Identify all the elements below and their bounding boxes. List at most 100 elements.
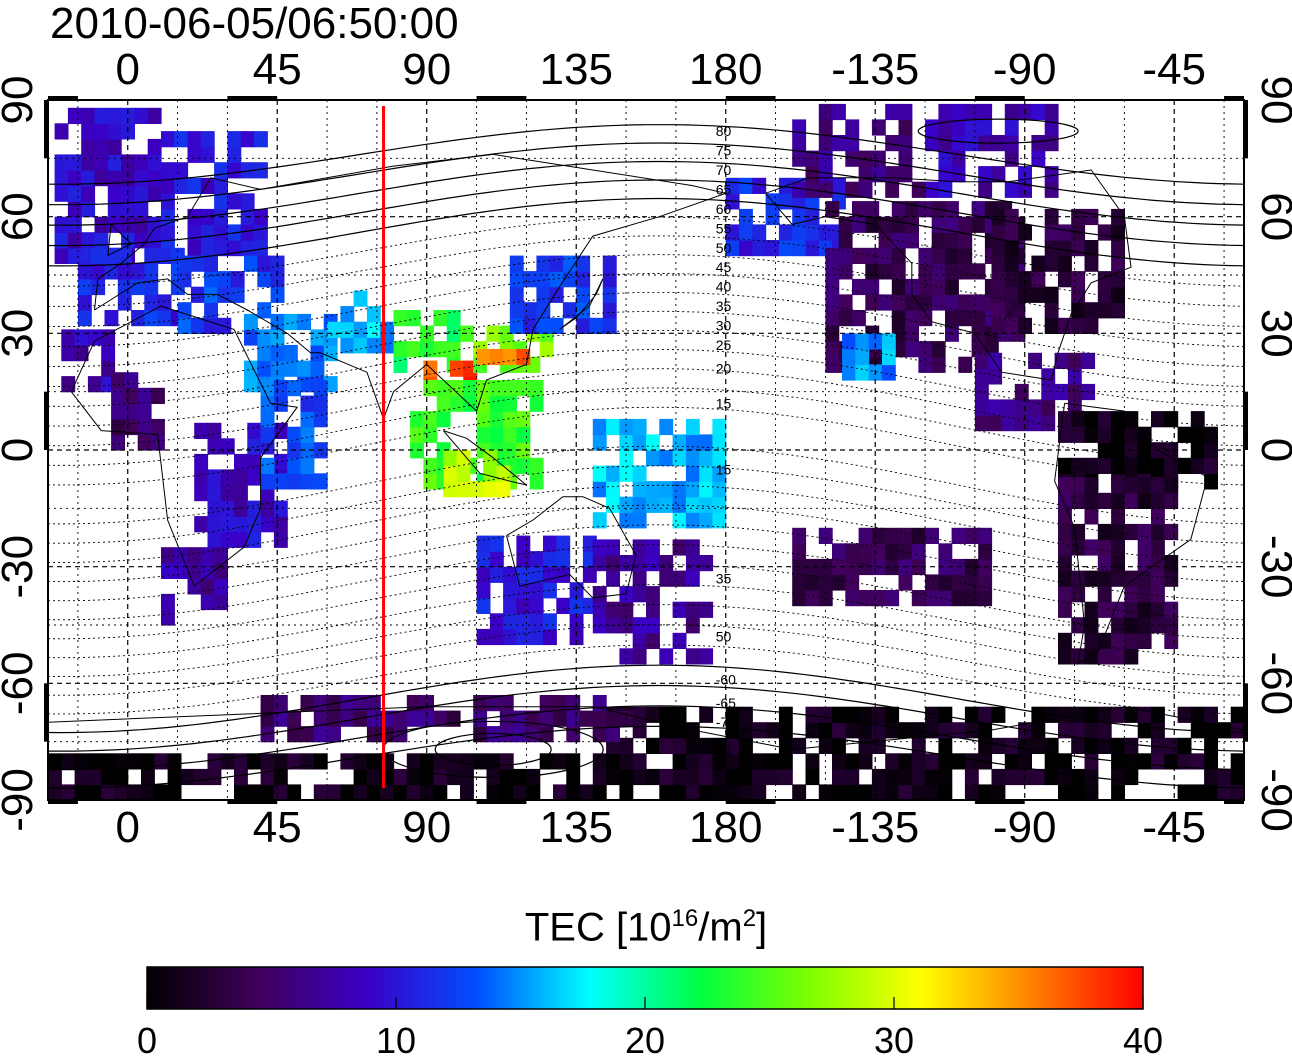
tec-cell — [134, 232, 149, 249]
tec-cell — [1014, 415, 1029, 432]
tec-cell — [865, 216, 880, 233]
tec-cell — [898, 527, 913, 544]
tec-cell — [433, 768, 448, 786]
tec-cell — [818, 527, 833, 544]
tec-cell — [214, 193, 228, 210]
tec-cell — [1124, 457, 1139, 474]
tec-cell — [260, 395, 275, 412]
tec-cell — [81, 232, 96, 249]
tec-cell — [1058, 240, 1072, 257]
tec-cell — [144, 247, 159, 264]
tec-cell — [1058, 477, 1072, 494]
lat-tick-label-left: -60 — [0, 652, 42, 716]
tec-cell — [1084, 706, 1099, 723]
tec-cell — [792, 574, 807, 591]
tec-cell — [366, 784, 381, 800]
tec-cell — [1071, 737, 1086, 754]
tec-cell — [619, 768, 634, 786]
tec-cell — [1137, 706, 1152, 723]
tec-cell — [905, 310, 919, 327]
tec-cell — [536, 317, 551, 334]
tec-cell — [712, 512, 727, 529]
tec-cell — [566, 710, 581, 727]
tec-cell — [885, 590, 900, 607]
tec-cell — [353, 337, 368, 354]
tec-cell — [938, 590, 953, 607]
tec-cell — [117, 294, 132, 311]
tec-cell — [945, 201, 959, 218]
tec-cell — [141, 768, 155, 786]
tec-cell — [207, 516, 222, 533]
tec-cell — [978, 103, 993, 121]
tec-cell — [562, 302, 577, 319]
tec-cell — [204, 271, 218, 288]
axis-tick-labels: 0045459090135135180180-135-135-90-90-45-… — [0, 45, 1292, 852]
contour-ring — [434, 732, 552, 767]
tec-cell — [885, 103, 900, 121]
tec-cell — [592, 555, 607, 572]
tec-cell — [227, 193, 242, 210]
tec-cell — [951, 753, 966, 770]
tec-cell — [672, 601, 687, 618]
tec-cell — [147, 170, 162, 187]
tec-cell — [885, 768, 900, 786]
tec-cell — [911, 722, 926, 739]
tec-cell — [107, 138, 122, 156]
contour-line — [48, 368, 1244, 447]
tec-cell — [672, 450, 687, 467]
tec-cell — [1190, 442, 1205, 459]
tec-cell — [190, 317, 205, 334]
frame-bar-right — [1243, 683, 1248, 742]
tec-cell — [340, 337, 355, 354]
tec-cell — [1084, 570, 1099, 587]
tec-cell — [838, 263, 853, 280]
tec-cell — [964, 103, 979, 121]
tec-cell — [489, 566, 504, 583]
tec-cell — [1058, 492, 1072, 509]
tec-cell — [244, 313, 258, 331]
tec-cell — [918, 247, 933, 264]
tec-cell — [659, 450, 674, 467]
tec-cell — [147, 185, 162, 202]
tec-cell — [529, 457, 544, 474]
tec-cell — [486, 784, 501, 800]
coastline — [107, 223, 132, 257]
tec-cell — [1071, 457, 1086, 474]
tec-cell — [151, 434, 165, 451]
tec-cell — [974, 368, 989, 385]
tec-cell — [137, 418, 152, 436]
frame-bar-top — [1224, 96, 1244, 101]
tec-cell — [1031, 722, 1046, 739]
tec-cell — [881, 333, 896, 350]
tec-cell — [725, 784, 740, 800]
tec-cell — [569, 613, 584, 630]
tec-cell — [257, 360, 272, 377]
contour-label: 25 — [716, 337, 732, 353]
tec-cell — [632, 539, 647, 556]
lon-tick-label-top: 45 — [253, 45, 302, 94]
lon-tick-label-bottom: -135 — [831, 803, 919, 852]
tec-cell — [410, 411, 424, 428]
tec-cell — [765, 240, 780, 257]
tec-cell — [114, 753, 129, 770]
tec-cell — [778, 224, 793, 241]
tec-cell — [476, 535, 491, 552]
tec-cell — [154, 784, 169, 800]
tec-cell — [157, 294, 172, 311]
tec-cell — [938, 706, 953, 723]
lat-tick-label-right: 30 — [1252, 309, 1292, 358]
tec-cell — [1217, 784, 1232, 800]
contour-line — [48, 524, 1244, 602]
colorbar-ticks — [146, 997, 1144, 1009]
tec-cell — [566, 768, 581, 786]
tec-cell — [685, 768, 700, 786]
tec-cell — [107, 123, 122, 140]
tec-cell — [536, 302, 551, 319]
tec-cell — [1164, 632, 1179, 649]
tec-cell — [483, 450, 498, 467]
tec-cell — [1044, 103, 1059, 121]
tec-cell — [1111, 255, 1125, 272]
lat-tick-label-left: 0 — [0, 438, 42, 462]
tec-cell — [632, 512, 647, 529]
tec-cell — [832, 543, 846, 560]
